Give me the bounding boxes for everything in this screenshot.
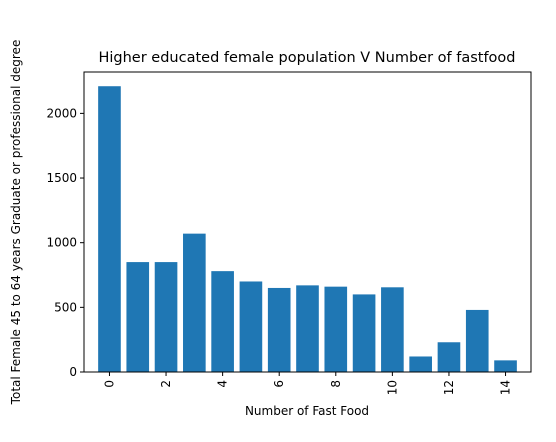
bar-4 bbox=[211, 271, 234, 372]
bar-2 bbox=[154, 262, 178, 372]
y-tick-label: 1500 bbox=[46, 171, 77, 185]
bars-group bbox=[98, 86, 517, 372]
x-axis-label: Number of Fast Food bbox=[245, 404, 369, 418]
bar-11 bbox=[409, 356, 432, 372]
bar-10 bbox=[381, 287, 404, 372]
x-tick-label: 12 bbox=[442, 380, 456, 395]
y-tick-label: 1000 bbox=[46, 236, 77, 250]
bar-6 bbox=[267, 287, 291, 372]
bar-7 bbox=[296, 285, 319, 372]
bar-13 bbox=[465, 309, 489, 372]
y-axis-ticks: 0 500 1000 1500 2000 bbox=[46, 106, 84, 379]
bar-5 bbox=[239, 281, 263, 372]
x-tick-label: 4 bbox=[216, 380, 230, 388]
x-tick-label: 8 bbox=[329, 380, 343, 388]
bar-0 bbox=[98, 86, 121, 372]
bar-3 bbox=[183, 233, 206, 372]
bar-1 bbox=[126, 262, 150, 372]
bar-8 bbox=[324, 286, 348, 372]
x-tick-label: 14 bbox=[499, 380, 513, 395]
y-tick-label: 500 bbox=[54, 300, 77, 314]
y-tick-label: 0 bbox=[69, 365, 77, 379]
bar-14 bbox=[494, 360, 517, 372]
x-axis-ticks: 0 2 4 6 8 10 12 14 bbox=[102, 372, 513, 395]
bar-9 bbox=[352, 294, 376, 372]
y-axis-label: Total Female 45 to 64 years Graduate or … bbox=[9, 40, 23, 406]
x-tick-label: 0 bbox=[102, 380, 116, 388]
chart-title: Higher educated female population V Numb… bbox=[98, 50, 515, 66]
y-tick-label: 2000 bbox=[46, 106, 77, 120]
plot-frame bbox=[83, 71, 532, 373]
x-tick-label: 2 bbox=[159, 380, 173, 388]
bar-12 bbox=[437, 342, 461, 372]
x-tick-label: 10 bbox=[385, 380, 399, 395]
x-tick-label: 6 bbox=[272, 380, 286, 388]
